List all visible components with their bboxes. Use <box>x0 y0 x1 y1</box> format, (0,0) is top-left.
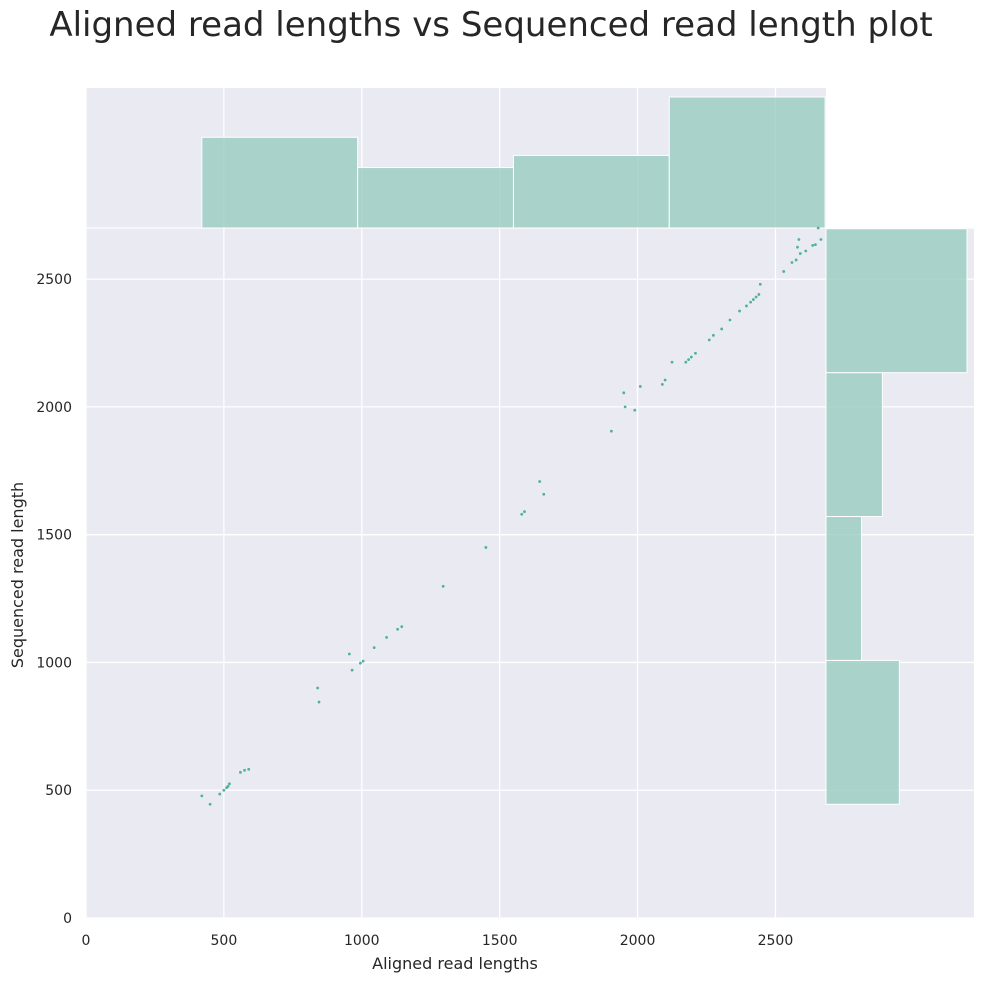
scatter-point <box>538 480 542 483</box>
scatter-point <box>819 238 823 241</box>
y-tick-label: 1500 <box>36 528 72 544</box>
scatter-point <box>758 282 762 286</box>
scatter-point <box>317 700 321 704</box>
x-histogram-bar <box>357 167 514 229</box>
scatter-point <box>222 788 226 792</box>
x-histogram-bar <box>668 96 826 229</box>
scatter-point <box>623 405 627 409</box>
scatter-background <box>86 228 826 918</box>
scatter-point <box>804 249 808 253</box>
scatter-point <box>226 784 230 788</box>
y-axis-label: Sequenced read length <box>8 482 27 668</box>
scatter-point <box>609 429 613 433</box>
scatter-point <box>814 243 817 247</box>
scatter-point <box>542 492 546 496</box>
scatter-point <box>670 360 674 364</box>
y-histogram-bar <box>825 659 900 805</box>
scatter-point <box>738 309 741 313</box>
y-tick-label: 2000 <box>36 400 72 416</box>
scatter-point <box>228 782 231 786</box>
y-histogram-bar <box>825 228 968 374</box>
scatter-point <box>358 661 362 665</box>
x-tick-label: 2000 <box>620 933 656 949</box>
scatter-point <box>520 512 524 516</box>
x-histogram-bar <box>512 154 670 229</box>
y-histogram-bar <box>825 372 883 518</box>
scatter-point <box>754 295 758 299</box>
y-tick-label: 0 <box>63 911 72 927</box>
scatter-point <box>794 258 798 262</box>
scatter-point <box>400 625 404 629</box>
scatter-point <box>798 252 802 255</box>
x-tick-label: 1000 <box>344 933 380 949</box>
scatter-point <box>749 300 753 304</box>
scatter-point <box>208 802 212 806</box>
marginal-y-histogram <box>825 228 968 805</box>
y-tick-label: 1000 <box>36 655 72 671</box>
scatter-point <box>689 355 693 359</box>
scatter-point <box>796 245 799 249</box>
scatter-point <box>728 318 732 322</box>
x-axis-label: Aligned read lengths <box>372 954 538 973</box>
scatter-point <box>745 304 748 308</box>
tick-labels: 0 500 1000 1500 2000 2500 0 500 1000 1500 2000 2500 <box>36 272 793 949</box>
y-histogram-bar <box>825 516 863 661</box>
scatter-point <box>782 270 786 273</box>
scatter-point <box>200 794 204 798</box>
scatter-point <box>239 770 242 774</box>
x-histogram-bar <box>201 136 359 229</box>
scatter-point <box>316 686 320 690</box>
marginal-x-histogram <box>201 96 826 229</box>
scatter-point <box>247 767 251 771</box>
scatter-point <box>484 546 488 549</box>
scatter-point <box>347 652 351 656</box>
y-tick-label: 500 <box>45 783 72 799</box>
scatter-point <box>720 327 724 331</box>
x-tick-label: 0 <box>82 933 91 949</box>
scatter-point <box>790 261 794 264</box>
scatter-point <box>396 627 400 631</box>
scatter-point <box>816 226 820 230</box>
scatter-point <box>638 385 642 388</box>
scatter-point <box>633 408 637 412</box>
scatter-point <box>523 510 526 514</box>
scatter-point <box>684 360 688 364</box>
y-tick-label: 2500 <box>36 272 72 288</box>
x-tick-label: 500 <box>211 933 238 949</box>
scatter-point <box>757 293 761 296</box>
scatter-point <box>663 378 667 382</box>
scatter-point <box>711 333 715 337</box>
scatter-point <box>687 358 690 362</box>
scatter-point <box>385 636 388 639</box>
scatter-point <box>797 238 801 241</box>
scatter-point <box>350 668 354 672</box>
chart-title: Aligned read lengths vs Sequenced read l… <box>49 5 932 45</box>
scatter-point <box>694 351 697 355</box>
scatter-point <box>751 298 755 301</box>
x-tick-label: 1500 <box>482 933 518 949</box>
scatter-point <box>243 768 246 772</box>
scatter-point <box>622 391 626 395</box>
scatter-point <box>361 659 365 663</box>
scatter-points <box>200 226 823 806</box>
scatter-point <box>660 383 664 386</box>
scatter-point <box>707 338 711 342</box>
scatter-point <box>218 792 222 796</box>
scatter-point <box>372 646 376 650</box>
scatter-point <box>441 584 445 588</box>
scatter-point <box>811 243 815 247</box>
x-tick-label: 2500 <box>758 933 794 949</box>
